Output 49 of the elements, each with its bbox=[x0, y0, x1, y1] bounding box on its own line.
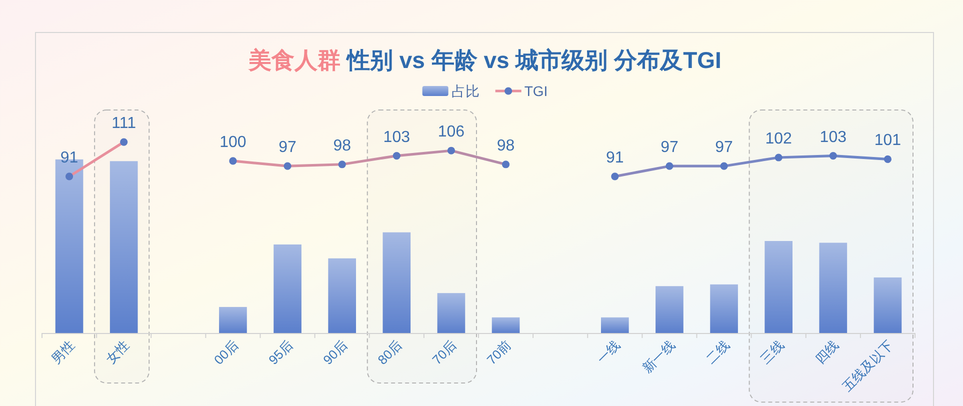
point bbox=[884, 155, 892, 164]
bar bbox=[274, 244, 302, 333]
bar bbox=[328, 258, 356, 333]
chart-title: 美食人群 性别 vs 年龄 vs 城市级别 分布及TGI bbox=[248, 47, 722, 73]
data-label: 98 bbox=[496, 137, 515, 154]
point bbox=[666, 162, 674, 170]
bar bbox=[819, 242, 848, 333]
x-tick-label: 一线 bbox=[594, 338, 624, 367]
point bbox=[720, 162, 728, 170]
bar bbox=[492, 317, 520, 333]
x-tick-label: 70后 bbox=[429, 338, 460, 368]
point bbox=[774, 154, 782, 162]
x-tick-label: 四线 bbox=[812, 338, 842, 367]
data-label: 101 bbox=[874, 132, 902, 150]
x-tick-label: 95后 bbox=[266, 338, 296, 368]
bar bbox=[710, 284, 738, 333]
data-label: 106 bbox=[438, 124, 465, 141]
bar bbox=[600, 317, 629, 333]
point bbox=[829, 152, 837, 160]
x-tick-label: 70前 bbox=[484, 338, 514, 368]
bar bbox=[764, 241, 793, 333]
bar bbox=[110, 161, 138, 333]
data-label: 103 bbox=[383, 128, 410, 146]
bar bbox=[219, 306, 247, 333]
data-label: 97 bbox=[715, 139, 734, 156]
data-label: 102 bbox=[765, 130, 792, 148]
data-label: 91 bbox=[606, 149, 624, 166]
bar bbox=[382, 232, 411, 333]
legend-label: TGI bbox=[524, 83, 548, 99]
data-label: 100 bbox=[220, 134, 246, 151]
x-tick-label: 90后 bbox=[320, 338, 350, 368]
x-tick-label: 00后 bbox=[211, 338, 242, 368]
data-label: 91 bbox=[60, 149, 78, 166]
data-label: 103 bbox=[820, 128, 847, 146]
x-tick-label: 五线及以下 bbox=[839, 338, 896, 394]
bar bbox=[437, 293, 466, 333]
data-label: 97 bbox=[278, 139, 297, 156]
bar bbox=[874, 277, 902, 333]
x-tick-label: 80后 bbox=[374, 338, 405, 368]
data-label: 111 bbox=[112, 115, 136, 132]
legend-label: 占比 bbox=[451, 83, 480, 99]
x-tick-label: 二线 bbox=[703, 338, 732, 367]
x-tick-label: 新一线 bbox=[639, 338, 678, 376]
x-tick-label: 男性 bbox=[48, 338, 78, 367]
x-tick-label: 女性 bbox=[102, 338, 132, 367]
data-label: 98 bbox=[333, 137, 352, 154]
bar bbox=[656, 286, 684, 333]
data-label: 97 bbox=[660, 139, 678, 156]
x-tick-label: 三线 bbox=[758, 338, 787, 367]
